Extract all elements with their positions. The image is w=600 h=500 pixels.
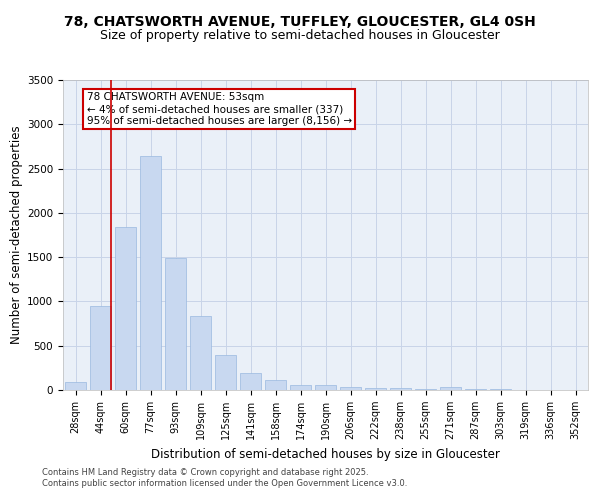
Bar xyxy=(490,388,511,390)
Text: 78 CHATSWORTH AVENUE: 53sqm
← 4% of semi-detached houses are smaller (337)
95% o: 78 CHATSWORTH AVENUE: 53sqm ← 4% of semi… xyxy=(86,92,352,126)
X-axis label: Distribution of semi-detached houses by size in Gloucester: Distribution of semi-detached houses by … xyxy=(151,448,500,460)
Bar xyxy=(140,156,161,390)
Bar xyxy=(265,380,286,390)
Bar xyxy=(165,258,186,390)
Bar xyxy=(290,384,311,390)
Bar xyxy=(365,388,386,390)
Text: 78, CHATSWORTH AVENUE, TUFFLEY, GLOUCESTER, GL4 0SH: 78, CHATSWORTH AVENUE, TUFFLEY, GLOUCEST… xyxy=(64,16,536,30)
Bar xyxy=(115,227,136,390)
Bar xyxy=(90,306,111,390)
Bar xyxy=(415,389,436,390)
Bar xyxy=(315,385,336,390)
Text: Contains HM Land Registry data © Crown copyright and database right 2025.
Contai: Contains HM Land Registry data © Crown c… xyxy=(42,468,407,487)
Bar xyxy=(240,372,261,390)
Y-axis label: Number of semi-detached properties: Number of semi-detached properties xyxy=(10,126,23,344)
Bar xyxy=(340,387,361,390)
Bar xyxy=(215,356,236,390)
Bar xyxy=(465,389,486,390)
Bar xyxy=(440,388,461,390)
Bar xyxy=(65,382,86,390)
Bar xyxy=(190,316,211,390)
Text: Size of property relative to semi-detached houses in Gloucester: Size of property relative to semi-detach… xyxy=(100,28,500,42)
Bar xyxy=(390,388,411,390)
